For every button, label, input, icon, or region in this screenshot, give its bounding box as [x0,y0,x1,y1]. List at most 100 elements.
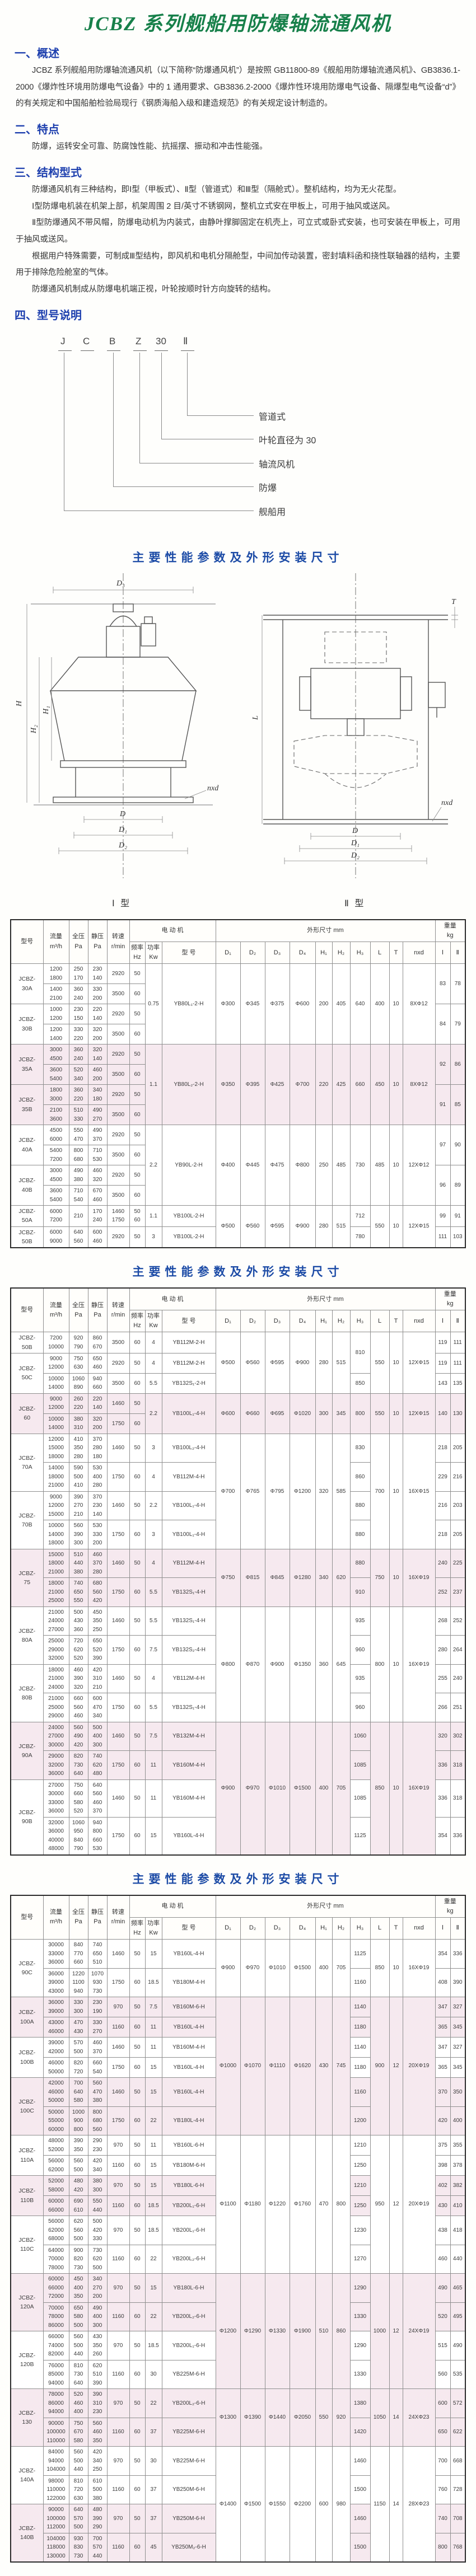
data-cell: 9000 12000 [43,1352,69,1374]
data-cell: 336 [450,1816,466,1856]
table-row: 76000 85000 94000 810 730 640 620 510 390 1… [11,2359,466,2390]
data-cell: 1000 1200 [43,1004,69,1025]
table-row: JCBZ- 60 9000 12000 260 220 220 140 1460 50 2.… [10,1393,466,1434]
data-cell: 800 [332,2135,351,2274]
data-cell: 700 640 580 [68,2077,88,2107]
data-cell: Φ1500 [289,1721,316,1856]
data-cell: 660 560 460 [68,1693,88,1722]
data-cell: 1160 [106,2244,130,2274]
data-cell: 850 [370,1721,390,1856]
data-cell: 21000 24000 27000 [43,1606,69,1636]
data-cell: 60 [129,2195,146,2217]
data-cell: 5.5 [144,1693,162,1722]
data-cell: 1750 [106,1750,130,1780]
data-cell: 50 [129,1044,146,1065]
data-cell: 400 [315,1939,333,1998]
data-cell: 450 [370,1044,390,1126]
data-cell: Φ2200 [289,2446,316,2563]
data-cell: 354 [435,1816,451,1856]
data-cell: 1460 [349,2504,371,2533]
type-i-label: Ⅰ 型 [112,898,132,908]
data-cell: 560 490 420 [68,1721,88,1751]
data-cell: Φ2050 [289,2388,316,2447]
table-title-2: 主要性能参数及外形安装尺寸 [132,1266,344,1279]
data-cell: Φ600 [289,963,316,1045]
data-cell: 1160 [106,2417,130,2447]
data-cell: 10 [389,1721,403,1856]
data-cell: Φ560 [240,1332,265,1394]
data-cell: 1150 [370,2446,390,2563]
header-cell: D₂ [240,1310,265,1333]
svg-text:H₁: H₁ [42,706,50,715]
data-cell: 78 [450,963,466,1005]
data-cell: 345 [332,1393,351,1434]
data-cell: YB112M-2-H [161,1352,216,1374]
data-cell: 91 [450,1205,466,1227]
data-cell: 90000 100000 110000 [43,2417,69,2447]
data-cell: 22 [144,2388,162,2418]
data-cell: 15000 18000 21000 [43,1548,69,1579]
data-cell: 9000 12000 [43,1393,69,1414]
header-cell: 转速 r/min [106,1287,130,1333]
data-cell: 640 560 460 370 [87,1779,108,1818]
table-row: 1200 1400 330 220 320 200 3500 60 [11,1024,465,1045]
data-cell: 1460 [106,1393,130,1414]
data-cell: 745 [332,1997,351,2136]
data-cell: 1070 930 730 [87,1968,108,1998]
data-cell: 900 820 730 [68,2244,88,2274]
data-cell: 78000 86000 94000 [43,2388,69,2418]
data-cell: 470 430 [68,2017,88,2038]
data-cell: 10 [389,1393,403,1434]
header-cell: 型号 [10,1895,44,1940]
data-cell: 225 [450,1548,466,1579]
data-cell: 60 [129,2475,146,2505]
data-cell: 970 [106,2331,130,2360]
data-cell: 1200 1800 [43,963,69,985]
section-overview-heading: 一、概述 [15,48,59,60]
data-cell: YB160L-6-H [161,2135,216,2156]
data-cell: 820 720 [68,2057,88,2078]
data-cell: 320 [435,1721,451,1751]
data-cell: 3000 4500 [43,1044,69,1065]
data-cell: 50 [129,2037,146,2058]
data-cell: YB200L₁-6-H [161,2195,216,2217]
header-cell: 流量 m³/h [43,919,69,964]
data-cell: 50 [129,1721,146,1751]
data-cell: 1.1 [144,1044,162,1126]
model-cell: JCBZ- 60 [10,1393,44,1434]
data-cell: 345 [450,2057,466,2078]
header-cell: D₃ [264,1310,290,1333]
data-cell: 570 500 [68,2037,88,2058]
header-cell: 外形尺寸 mm [215,1287,436,1311]
header-cell: 频率 Hz [129,1917,146,1940]
model-cell: JCBZ- 50C [10,1352,44,1394]
header-cell: D₃ [264,941,290,964]
data-cell: 7200 10000 [43,1332,69,1353]
data-cell: 336 [435,1750,451,1780]
table-row: 36000 39000 43000 1220 1100 940 1070 930 7… [11,1968,466,1998]
data-cell: Φ970 [240,1721,265,1856]
data-cell: YB132M-4-H [161,1721,216,1751]
data-cell: 530 330 200 [87,1520,108,1549]
data-cell: 1460 [106,1491,130,1521]
data-cell: 560 [435,2359,451,2390]
header-cell: Ⅱ [450,1917,466,1940]
table-row: JCBZ- 90B 27000 30000 33000 36000 750 660 … [10,1779,466,1856]
data-cell: YB100L-2-H [161,1226,216,1248]
data-cell: YB100L-2-H [161,1205,216,1227]
data-cell: Φ1220 [264,2135,290,2274]
data-cell: 50 [129,2273,146,2303]
data-cell: 96 [435,1165,451,1206]
table-row: JCBZ- 100B 39000 42000 570 500 460 370 1460 5… [10,2037,466,2078]
data-cell: 390 310 230 [87,2388,108,2418]
data-cell: 520 [435,2302,451,2332]
data-cell: 89 [450,1165,466,1206]
data-cell: 22 [144,2302,162,2332]
data-cell: 3 [144,1520,162,1549]
svg-text:D₂: D₂ [118,841,127,850]
table-row: JCBZ- 50B 6000 9000 640 560 600 460 2920 50 3 Y… [10,1226,466,1248]
data-cell: Φ1500 [240,2446,265,2563]
data-cell: 1460 [106,2077,130,2107]
data-cell: 50000 55000 60000 [43,2106,69,2136]
data-cell: 16XΦ19 [402,1548,436,1607]
